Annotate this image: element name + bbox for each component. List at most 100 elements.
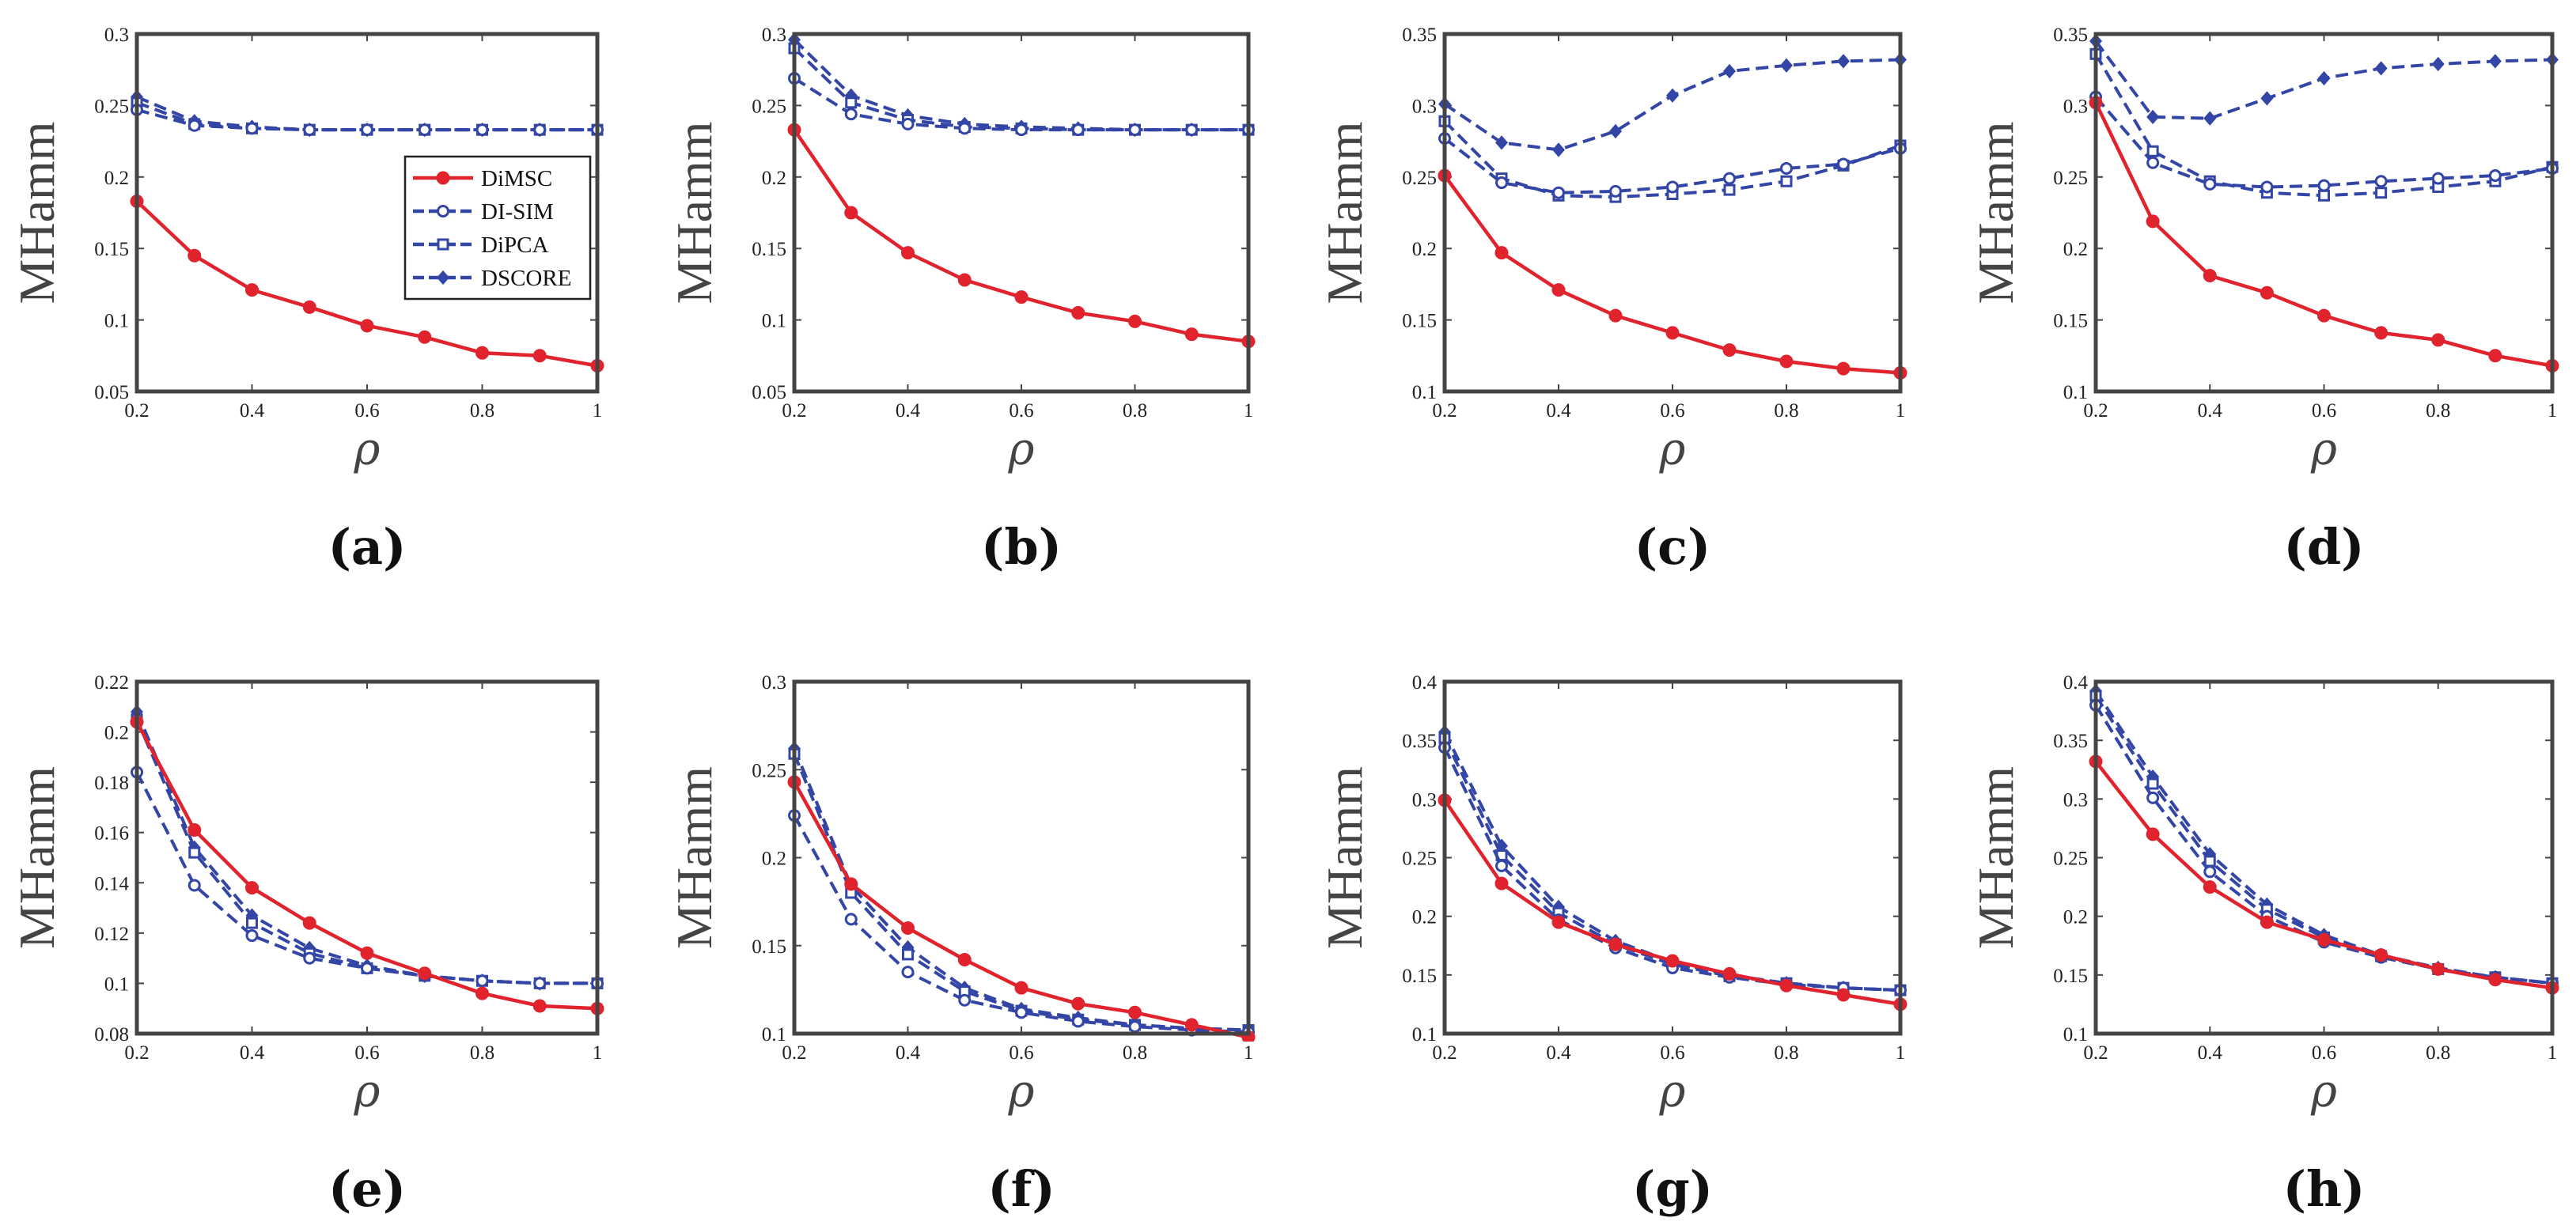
data-point-dipca — [2146, 145, 2159, 157]
x-axis-label: ρ — [1659, 1066, 1686, 1117]
y-tick-label: 0.3 — [2063, 789, 2088, 811]
data-point-di-sim — [2146, 156, 2160, 169]
data-point-di-sim — [1128, 1020, 1142, 1034]
x-axis-label: ρ — [1659, 424, 1686, 475]
y-tick-label: 0.08 — [94, 1024, 129, 1045]
x-tick-label: 1 — [593, 400, 603, 422]
y-tick-label: 0.15 — [1402, 966, 1437, 987]
x-tick-label: 1 — [1896, 400, 1906, 422]
data-point-di-sim — [1071, 1015, 1085, 1028]
y-tick-label: 0.15 — [752, 936, 786, 958]
data-point-dscore — [1495, 135, 1508, 150]
x-axis-label: ρ — [1008, 1066, 1035, 1117]
x-axis-label: ρ — [354, 1066, 381, 1117]
data-point-di-sim — [1071, 123, 1085, 137]
y-tick-label: 0.2 — [1412, 239, 1437, 260]
y-tick-label: 0.1 — [762, 311, 786, 332]
series-line-dscore — [1443, 731, 1901, 992]
data-point-dimsc — [1836, 988, 1851, 1002]
data-point-di-sim — [303, 123, 316, 137]
x-tick-label: 0.6 — [354, 1042, 379, 1064]
x-tick-label: 0.8 — [1774, 400, 1798, 422]
data-point-dscore — [2317, 70, 2331, 86]
data-point-di-sim — [958, 993, 972, 1007]
panel-caption: (a) — [328, 518, 407, 576]
plot-frame — [2093, 679, 2555, 1036]
data-point-di-sim — [1609, 184, 1622, 198]
y-tick-label: 0.22 — [94, 672, 129, 694]
data-point-di-sim — [533, 123, 547, 137]
y-tick-label: 0.3 — [762, 25, 786, 46]
y-tick-label: 0.15 — [2053, 311, 2088, 332]
y-tick-label: 0.25 — [752, 760, 786, 781]
data-point-di-sim — [958, 122, 972, 135]
legend-marker-dimsc — [436, 171, 450, 185]
plot-area — [1445, 682, 1900, 1034]
series-dimsc — [2089, 754, 2559, 995]
panel-caption: (f) — [987, 1160, 1055, 1218]
x-tick-label: 0.8 — [1123, 1042, 1147, 1064]
data-point-di-sim — [2488, 168, 2502, 182]
data-point-dimsc — [2146, 214, 2160, 229]
data-point-dimsc — [901, 921, 915, 935]
x-axis-label: ρ — [1008, 424, 1035, 475]
data-point-dimsc — [188, 823, 202, 837]
y-tick-label: 0.05 — [752, 382, 786, 403]
x-tick-label: 0.6 — [2312, 400, 2336, 422]
data-point-dipca — [188, 846, 201, 859]
series-dscore — [2089, 33, 2559, 126]
y-tick-label: 0.15 — [94, 239, 129, 260]
x-tick-label: 0.6 — [354, 400, 379, 422]
x-tick-label: 0.2 — [782, 400, 806, 422]
data-point-di-sim — [361, 123, 373, 137]
series-dimsc — [130, 715, 604, 1015]
data-point-dimsc — [1779, 354, 1794, 369]
x-tick-label: 0.4 — [896, 1042, 921, 1064]
data-point-dimsc — [2317, 308, 2331, 323]
data-point-dimsc — [2431, 333, 2445, 347]
data-point-dimsc — [1494, 246, 1509, 260]
x-tick-label: 1 — [1896, 1042, 1906, 1064]
x-tick-label: 0.6 — [1660, 400, 1684, 422]
data-point-di-sim — [188, 119, 201, 132]
data-point-dipca — [2203, 855, 2216, 868]
x-tick-label: 0.6 — [2312, 1042, 2336, 1064]
plot-frame — [792, 679, 1251, 1036]
data-point-di-sim — [1723, 172, 1736, 185]
y-tick-label: 0.25 — [1402, 168, 1437, 189]
data-point-dipca — [845, 96, 858, 109]
y-axis-label: MHamm — [1968, 121, 2024, 304]
plot-frame — [134, 32, 600, 394]
x-tick-label: 0.4 — [1546, 400, 1571, 422]
data-point-dipca — [1723, 183, 1736, 196]
y-tick-label: 0.05 — [94, 382, 129, 403]
data-point-dimsc — [957, 273, 972, 287]
series-line-di-sim — [2094, 704, 2553, 985]
data-point-dimsc — [302, 300, 316, 314]
plot-area — [2096, 682, 2552, 1034]
x-tick-label: 0.6 — [1660, 1042, 1684, 1064]
y-tick-label: 0.1 — [1412, 382, 1437, 403]
data-point-dimsc — [2488, 973, 2502, 987]
data-point-di-sim — [2431, 172, 2445, 185]
x-tick-label: 0.2 — [124, 1042, 149, 1064]
y-axis-label: MHamm — [666, 121, 722, 304]
data-point-di-sim — [2374, 175, 2388, 188]
panel-caption: (g) — [1632, 1160, 1713, 1218]
data-point-dimsc — [1665, 326, 1680, 340]
data-point-di-sim — [901, 117, 915, 130]
data-point-dimsc — [1071, 306, 1085, 320]
legend-marker-di-sim — [437, 205, 449, 217]
x-tick-label: 0.4 — [2198, 400, 2223, 422]
x-tick-label: 0.4 — [240, 400, 265, 422]
chart-panel-3: 0.2 0.4 0.6 0.8 1 0.1 0.15 0.2 0.25 0.3 0.35 MHamm ρ… — [1968, 25, 2559, 576]
data-point-dipca — [2375, 187, 2388, 199]
data-point-dimsc — [532, 999, 547, 1013]
y-tick-label: 0.15 — [1402, 311, 1437, 332]
plot-frame — [792, 32, 1251, 394]
data-point-dimsc — [1551, 283, 1566, 297]
x-tick-label: 0.4 — [240, 1042, 265, 1064]
x-tick-label: 0.2 — [782, 1042, 806, 1064]
chart-panel-5: 0.2 0.4 0.6 0.8 1 0.1 0.15 0.2 0.25 0.3 MHamm ρ (f) — [666, 672, 1256, 1218]
series-line-dipca — [1443, 737, 1901, 992]
